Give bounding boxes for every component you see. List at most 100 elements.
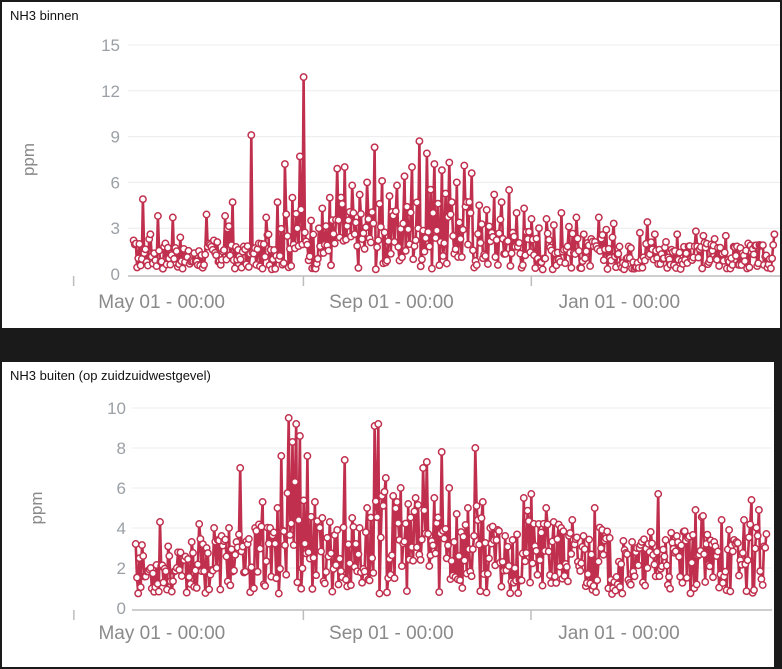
data-point xyxy=(519,494,528,502)
data-point xyxy=(673,230,682,239)
data-point xyxy=(410,507,419,516)
data-point xyxy=(468,545,477,554)
data-point xyxy=(456,576,464,585)
data-point xyxy=(738,548,747,557)
data-point xyxy=(279,527,288,536)
y-tick-label: 8 xyxy=(117,439,126,458)
data-point xyxy=(437,166,446,175)
data-point xyxy=(299,496,308,505)
data-point xyxy=(512,208,521,217)
data-point xyxy=(368,554,377,563)
data-point xyxy=(236,464,245,472)
data-point xyxy=(230,566,238,575)
data-point xyxy=(226,581,235,590)
data-point xyxy=(517,576,526,585)
data-point xyxy=(452,510,461,518)
data-point xyxy=(444,541,452,550)
data-point xyxy=(333,164,342,173)
data-point xyxy=(333,526,342,534)
data-point xyxy=(351,218,360,227)
data-point xyxy=(220,246,228,255)
data-point xyxy=(205,585,214,594)
data-point xyxy=(281,541,289,550)
data-point xyxy=(538,581,547,590)
data-point xyxy=(612,572,621,581)
data-point xyxy=(247,131,256,140)
data-point xyxy=(411,494,420,502)
data-point xyxy=(318,204,327,213)
data-point xyxy=(440,239,449,248)
data-point xyxy=(221,212,230,220)
data-point xyxy=(459,225,467,234)
data-point xyxy=(705,562,714,571)
data-point xyxy=(525,227,533,236)
data-point xyxy=(485,554,493,563)
data-point xyxy=(643,218,652,227)
data-point xyxy=(751,544,760,553)
data-point xyxy=(373,243,382,252)
data-point xyxy=(309,553,318,562)
data-point xyxy=(324,246,333,255)
data-point xyxy=(501,249,510,258)
data-point xyxy=(402,587,411,596)
data-point xyxy=(574,247,583,255)
data-point xyxy=(768,254,777,263)
data-point xyxy=(745,263,754,272)
data-point xyxy=(277,224,286,233)
data-point xyxy=(424,529,433,538)
data-point xyxy=(495,229,504,238)
data-point xyxy=(543,229,552,238)
data-point xyxy=(581,254,590,263)
data-point xyxy=(400,537,409,546)
data-point xyxy=(461,520,470,529)
data-point xyxy=(419,464,428,472)
data-point xyxy=(286,530,294,539)
data-point xyxy=(394,519,403,528)
data-point xyxy=(689,530,697,539)
data-point xyxy=(692,580,701,589)
data-point xyxy=(572,533,581,542)
data-point xyxy=(467,169,476,178)
data-point xyxy=(330,239,339,248)
data-point xyxy=(153,212,162,220)
data-point xyxy=(169,577,177,586)
data-point xyxy=(348,514,357,522)
data-point xyxy=(746,520,755,529)
data-point xyxy=(475,540,484,549)
data-point xyxy=(630,572,639,581)
data-point xyxy=(185,573,194,581)
data-point xyxy=(608,233,617,242)
data-point xyxy=(643,564,652,572)
data-point xyxy=(435,261,444,270)
data-point xyxy=(429,209,438,217)
data-point xyxy=(258,498,267,506)
data-point xyxy=(476,587,485,596)
data-point xyxy=(299,73,308,82)
data-point xyxy=(243,242,252,251)
data-point xyxy=(334,216,343,225)
data-point xyxy=(154,587,163,596)
data-point xyxy=(396,484,405,492)
data-point xyxy=(244,262,253,271)
data-point xyxy=(469,246,477,255)
data-point xyxy=(307,512,316,521)
data-point xyxy=(256,544,265,553)
data-point xyxy=(155,246,164,255)
data-point xyxy=(597,544,605,553)
data-point xyxy=(430,494,439,502)
data-point xyxy=(522,548,531,557)
data-point xyxy=(709,573,717,582)
data-point xyxy=(389,492,398,500)
data-point xyxy=(442,259,451,268)
data-point xyxy=(450,538,459,546)
data-point xyxy=(721,567,730,576)
data-point xyxy=(390,574,399,583)
data-point xyxy=(416,555,425,564)
data-point xyxy=(568,516,577,524)
data-point xyxy=(646,528,655,536)
data-point xyxy=(325,518,334,526)
data-point xyxy=(628,538,637,546)
data-point xyxy=(202,210,211,219)
data-point xyxy=(303,452,312,460)
data-point xyxy=(344,540,353,549)
